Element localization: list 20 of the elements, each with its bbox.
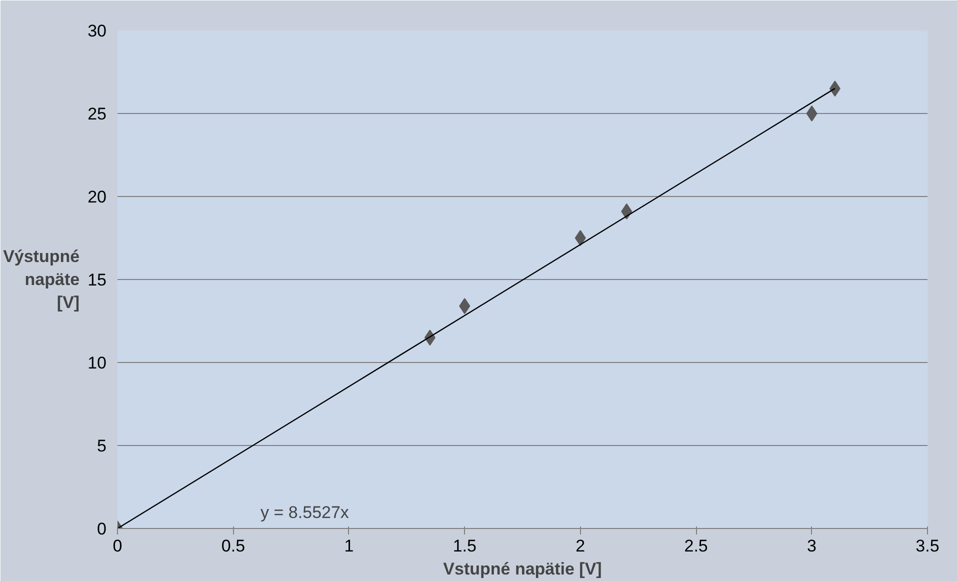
- y-tick-label: 30: [88, 22, 107, 40]
- x-tick-label: 3: [807, 536, 817, 556]
- y-tick-label: 20: [88, 188, 107, 206]
- y-tick-label: 10: [88, 354, 107, 372]
- y-tick-label: 25: [88, 104, 107, 124]
- point: [806, 106, 818, 122]
- point: [574, 230, 586, 246]
- x-axis-title: Vstupné napätie [V]: [443, 560, 602, 578]
- x-tick-label: 3.5: [916, 536, 940, 556]
- y-tick-label: 5: [97, 436, 107, 456]
- x-tick-label: 1.5: [452, 536, 476, 556]
- y-tick-label: 15: [88, 270, 107, 290]
- x-tick-label: 2.5: [684, 536, 708, 556]
- x-tick-label: 0.5: [221, 536, 246, 556]
- x-tick-label: 0: [112, 536, 122, 556]
- y-tick-label: 0: [97, 520, 107, 538]
- x-tick-label: 2: [576, 536, 586, 556]
- y-axis-title: Výstupné napäte [V]: [3, 247, 80, 312]
- x-tick-label: 1: [344, 536, 354, 556]
- annotation: y = 8.5527x: [260, 503, 350, 522]
